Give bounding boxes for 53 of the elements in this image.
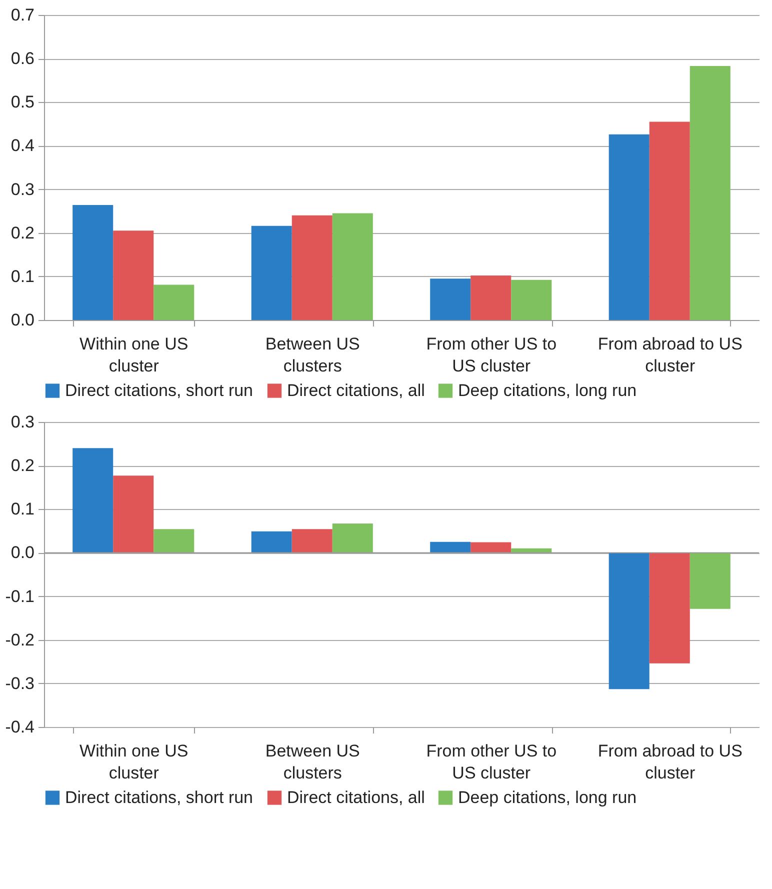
x-tick-label: Within one US cluster bbox=[80, 742, 188, 782]
bar bbox=[292, 215, 332, 320]
y-tick-label: 0.2 bbox=[10, 223, 34, 242]
y-tick-label: -0.2 bbox=[5, 630, 34, 650]
x-tick-label: Within one US cluster bbox=[80, 334, 188, 376]
bar bbox=[113, 230, 154, 320]
bar bbox=[72, 448, 114, 553]
y-tick-label: 0.6 bbox=[10, 49, 34, 68]
legend-label: Direct citations, short run bbox=[65, 380, 254, 400]
y-tick-label: 0.0 bbox=[10, 310, 34, 330]
legend-label: Deep citations, long run bbox=[458, 788, 637, 807]
bar bbox=[690, 552, 730, 609]
legend-label: Direct citations, all bbox=[287, 788, 425, 807]
bar bbox=[332, 524, 373, 553]
legend-label: Deep citations, long run bbox=[458, 380, 637, 400]
x-tick-label: From abroad to US cluster bbox=[598, 334, 742, 376]
bar bbox=[154, 284, 194, 320]
y-tick-label: 0.2 bbox=[10, 456, 34, 476]
x-tick-label: From other US to US cluster bbox=[426, 742, 557, 782]
y-tick-label: 0.1 bbox=[10, 500, 34, 519]
bar bbox=[292, 529, 332, 553]
y-tick-label: 0.5 bbox=[10, 92, 34, 112]
bar bbox=[470, 542, 512, 553]
bar bbox=[72, 204, 114, 320]
bar bbox=[430, 278, 471, 320]
y-tick-label: -0.1 bbox=[5, 586, 34, 606]
y-tick-label: -0.3 bbox=[5, 674, 34, 693]
bar bbox=[113, 476, 154, 553]
x-tick-label: Between US clusters bbox=[265, 742, 360, 782]
bar bbox=[470, 276, 512, 320]
bar bbox=[154, 529, 194, 553]
bar bbox=[511, 280, 552, 320]
bar bbox=[332, 213, 373, 320]
bar bbox=[430, 542, 471, 553]
y-tick-label: 0.3 bbox=[10, 412, 34, 432]
y-tick-label: 0.3 bbox=[10, 180, 34, 199]
bar bbox=[608, 134, 650, 320]
bar bbox=[690, 66, 730, 320]
legend-label: Direct citations, all bbox=[287, 380, 425, 400]
y-tick-label: 0.4 bbox=[10, 136, 34, 156]
y-tick-label: 0.1 bbox=[10, 266, 34, 286]
y-tick-label: 0.7 bbox=[10, 6, 34, 24]
y-tick-label: 0.0 bbox=[10, 543, 34, 562]
x-tick-label: From abroad to US cluster bbox=[598, 742, 742, 782]
bar bbox=[251, 531, 292, 553]
bar bbox=[608, 552, 650, 690]
bar bbox=[649, 552, 690, 664]
bar bbox=[649, 122, 690, 320]
x-tick-label: Between US clusters bbox=[265, 334, 360, 376]
legend-label: Direct citations, short run bbox=[65, 788, 254, 807]
bar bbox=[251, 226, 292, 320]
x-tick-label: From other US to US cluster bbox=[426, 334, 557, 376]
y-tick-label: -0.4 bbox=[5, 718, 34, 736]
